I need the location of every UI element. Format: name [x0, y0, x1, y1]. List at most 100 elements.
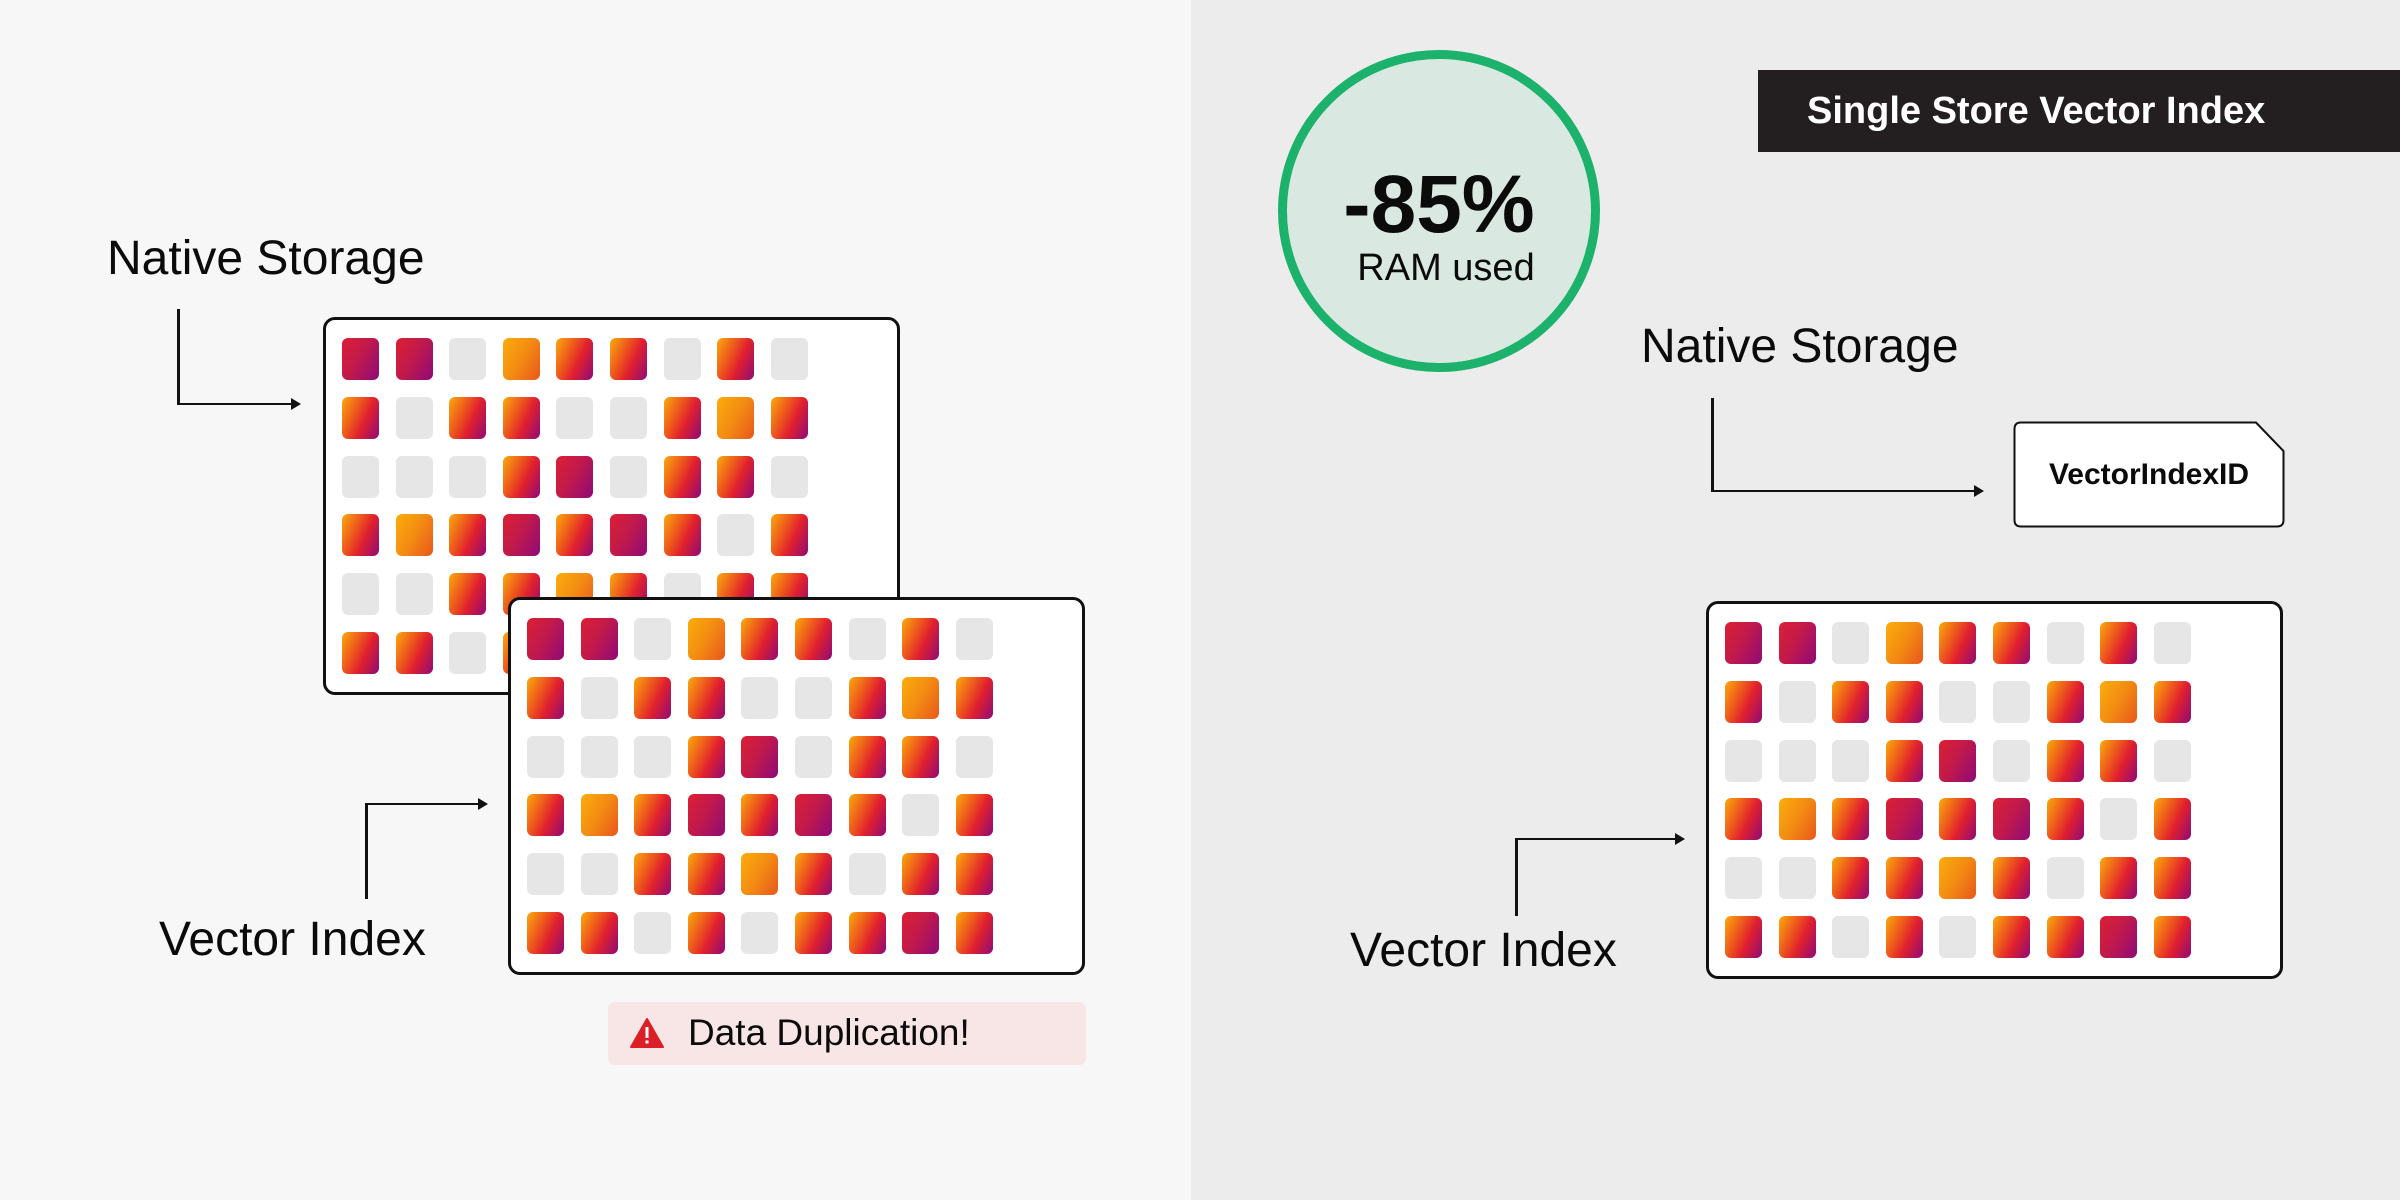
orange-gradient-cell: [2046, 798, 2084, 841]
orange-gradient-cell: [1885, 680, 1923, 723]
empty-cell: [580, 735, 618, 778]
orange-gradient-cell: [1939, 798, 1977, 841]
yellow-gradient-cell: [902, 676, 940, 719]
orange-gradient-cell: [1993, 916, 2030, 958]
orange-gradient-cell: [663, 514, 701, 557]
right-combined-grid: [1706, 601, 2283, 979]
empty-cell: [1832, 739, 1870, 782]
magenta-gradient-cell: [610, 514, 647, 557]
orange-gradient-cell: [687, 853, 725, 896]
empty-cell: [1778, 857, 1816, 900]
left-native-arrowhead: [291, 398, 301, 410]
yellow-gradient-cell: [1778, 798, 1816, 841]
vector-index-id-text: VectorIndexID: [2048, 457, 2250, 491]
orange-gradient-cell: [741, 794, 779, 837]
orange-gradient-cell: [902, 735, 940, 778]
right-native-storage-label: Native Storage: [1641, 320, 1959, 373]
empty-cell: [634, 618, 672, 660]
empty-cell: [1778, 739, 1816, 782]
magenta-gradient-cell: [741, 735, 779, 778]
empty-cell: [1832, 916, 1870, 958]
orange-gradient-cell: [663, 455, 701, 498]
orange-gradient-cell: [717, 455, 755, 498]
yellow-gradient-cell: [580, 794, 618, 837]
magenta-gradient-cell: [1778, 622, 1816, 664]
empty-cell: [770, 455, 808, 498]
orange-gradient-cell: [634, 676, 672, 719]
right-vector-arrowhead: [1675, 833, 1685, 845]
empty-cell: [449, 632, 487, 674]
magenta-gradient-cell: [2100, 916, 2138, 958]
magenta-gradient-cell: [795, 794, 832, 837]
orange-gradient-cell: [2046, 739, 2084, 782]
empty-cell: [741, 676, 779, 719]
empty-cell: [395, 573, 433, 616]
right-vector-arrow-vertical: [1515, 838, 1518, 916]
orange-gradient-cell: [2100, 857, 2138, 900]
yellow-gradient-cell: [395, 514, 433, 557]
orange-gradient-cell: [1993, 622, 2030, 664]
right-vector-index-label: Vector Index: [1350, 924, 1617, 977]
right-vector-arrow-horizontal: [1515, 838, 1676, 840]
left-vector-arrow-horizontal: [365, 803, 479, 805]
yellow-gradient-cell: [502, 338, 540, 380]
orange-gradient-cell: [527, 794, 564, 837]
empty-cell: [1993, 739, 2030, 782]
orange-gradient-cell: [449, 514, 487, 557]
orange-gradient-cell: [527, 676, 564, 719]
empty-cell: [955, 735, 993, 778]
orange-gradient-cell: [1832, 798, 1870, 841]
right-native-arrow-vertical: [1711, 398, 1714, 492]
orange-gradient-cell: [848, 676, 886, 719]
orange-gradient-cell: [634, 853, 672, 896]
orange-gradient-cell: [955, 794, 993, 837]
yellow-gradient-cell: [717, 396, 755, 439]
orange-gradient-cell: [902, 853, 940, 896]
orange-gradient-cell: [556, 338, 594, 380]
empty-cell: [2046, 857, 2084, 900]
yellow-gradient-cell: [1939, 857, 1977, 900]
ram-reduction-metric: -85% RAM used: [1278, 50, 1600, 372]
empty-cell: [770, 338, 808, 380]
empty-cell: [795, 676, 832, 719]
empty-cell: [741, 912, 779, 954]
orange-gradient-cell: [342, 514, 379, 557]
metric-label: RAM used: [1357, 247, 1535, 289]
empty-cell: [610, 455, 647, 498]
orange-gradient-cell: [395, 632, 433, 674]
orange-gradient-cell: [502, 455, 540, 498]
empty-cell: [580, 676, 618, 719]
orange-gradient-cell: [2153, 857, 2191, 900]
orange-gradient-cell: [1832, 857, 1870, 900]
empty-cell: [395, 396, 433, 439]
data-duplication-warning: Data Duplication!: [608, 1002, 1086, 1065]
orange-gradient-cell: [848, 794, 886, 837]
orange-gradient-cell: [687, 735, 725, 778]
empty-cell: [663, 338, 701, 380]
orange-gradient-cell: [2153, 680, 2191, 723]
yellow-gradient-cell: [741, 853, 779, 896]
empty-cell: [955, 618, 993, 660]
title-badge: Single Store Vector Index: [1758, 70, 2400, 152]
orange-gradient-cell: [2153, 916, 2191, 958]
orange-gradient-cell: [1778, 916, 1816, 958]
orange-gradient-cell: [770, 396, 808, 439]
empty-cell: [2153, 739, 2191, 782]
empty-cell: [1725, 739, 1762, 782]
orange-gradient-cell: [1725, 916, 1762, 958]
left-vector-arrowhead: [478, 798, 488, 810]
empty-cell: [717, 514, 755, 557]
magenta-gradient-cell: [580, 618, 618, 660]
orange-gradient-cell: [634, 794, 672, 837]
orange-gradient-cell: [556, 514, 594, 557]
empty-cell: [449, 338, 487, 380]
magenta-gradient-cell: [527, 618, 564, 660]
magenta-gradient-cell: [687, 794, 725, 837]
right-native-arrowhead: [1974, 485, 1984, 497]
orange-gradient-cell: [902, 618, 940, 660]
left-native-storage-label: Native Storage: [107, 232, 425, 285]
orange-gradient-cell: [2046, 680, 2084, 723]
orange-gradient-cell: [2100, 622, 2138, 664]
magenta-gradient-cell: [395, 338, 433, 380]
empty-cell: [2100, 798, 2138, 841]
